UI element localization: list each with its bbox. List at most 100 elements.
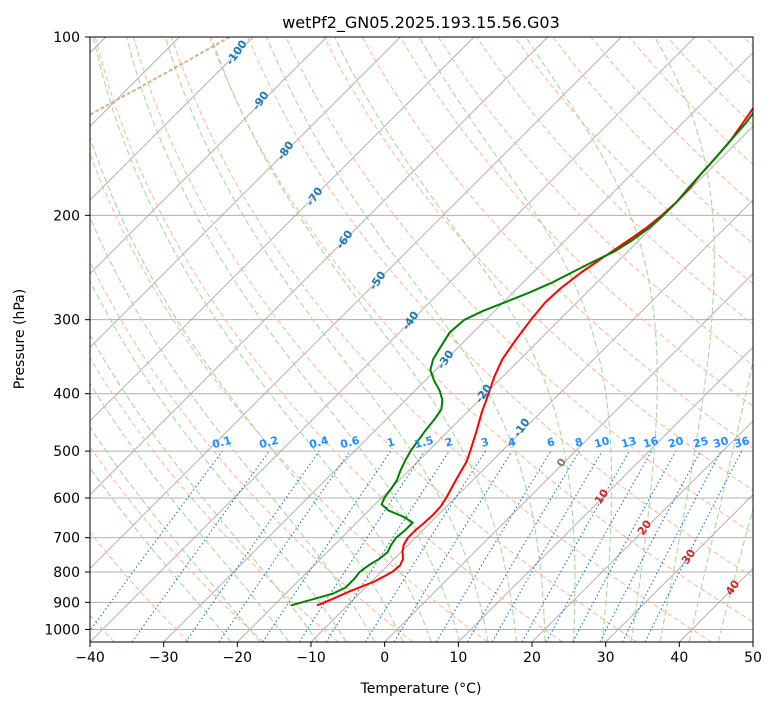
mixing-ratio-label: 8: [573, 435, 584, 450]
moist-adiabat: [90, 467, 232, 642]
mixing-ratio-label: 10: [593, 434, 611, 451]
mixing-ratio-label: 16: [642, 434, 660, 451]
mixing-ratio-line: [218, 450, 351, 642]
y-tick-label: 100: [53, 30, 80, 46]
mixing-ratio-label: 3: [479, 435, 490, 450]
axes: −40 −30 −20 −10 0 10 20 30 40 5010020030040050060…: [44, 30, 762, 666]
dry-adiabat: [590, 37, 753, 205]
isotherm-gridline: [237, 125, 753, 642]
dry-adiabat: [476, 37, 753, 325]
plot-frame: [89, 36, 754, 643]
dry-adiabat: [514, 37, 753, 285]
mixing-ratio-label: 2: [443, 435, 454, 450]
mixing-ratio-line: [435, 450, 552, 642]
x-tick-label: −20: [223, 650, 253, 666]
mixing-ratio-label: 4: [506, 435, 517, 450]
moist-adiabat: [164, 37, 489, 642]
mixing-ratio-label: 30: [712, 434, 730, 451]
isotherm-gridline: [310, 199, 753, 642]
mixing-ratio-line: [521, 450, 630, 642]
mixing-ratio-label: 1: [385, 435, 396, 450]
mixing-ratio-label: 0.2: [258, 434, 280, 452]
dry-adiabat: [361, 37, 753, 449]
dry-adiabat: [285, 37, 753, 535]
mixing-ratio-label: 1.5: [413, 434, 435, 452]
dry-adiabat: [90, 152, 488, 642]
isotherm-gridline: [90, 37, 401, 348]
mixing-ratio-line: [298, 450, 425, 642]
moist-adiabat: [418, 37, 613, 642]
isotherm-gridline: [90, 37, 696, 642]
x-tick-label: 50: [744, 650, 762, 666]
dry-adiabat-label: 10: [592, 486, 612, 506]
y-tick-label: 800: [53, 565, 80, 581]
mixing-ratio-line: [262, 450, 392, 642]
isotherm-gridline: [605, 494, 753, 642]
moist-adiabat: [126, 37, 461, 642]
dewpoint-trace: [290, 111, 753, 607]
dry-adiabat-label: -90: [250, 89, 272, 113]
x-axis-label: Temperature (°C): [360, 681, 482, 697]
dry-adiabat-label: -100: [223, 37, 250, 67]
dry-adiabat: [90, 531, 190, 642]
y-tick-label: 500: [53, 444, 80, 460]
dry-adiabat: [209, 37, 753, 623]
dry-adiabat-label: 30: [679, 546, 699, 566]
isotherm-gridline: [458, 346, 753, 642]
mixing-ratio-line: [131, 450, 270, 642]
mixing-ratio-line: [545, 450, 653, 642]
x-tick-label: −30: [149, 650, 179, 666]
x-tick-label: −40: [75, 650, 105, 666]
y-tick-label: 600: [53, 491, 80, 507]
x-tick-label: −10: [296, 650, 326, 666]
moist-adiabat: [717, 506, 753, 642]
mixing-ratio-label: 36: [733, 434, 751, 451]
mixing-ratio-label: 0.6: [339, 434, 362, 452]
dry-adiabat: [90, 356, 339, 642]
mixing-ratio-line: [90, 450, 223, 632]
moist-adiabat: [334, 37, 576, 642]
dry-adiabat: [323, 37, 753, 492]
mixing-ratio-line: [325, 450, 450, 642]
dry-adiabat: [437, 37, 753, 366]
isotherm-gridline: [90, 37, 622, 569]
moist-adiabat: [90, 334, 319, 642]
dry-adiabat: [132, 37, 638, 642]
x-tick-label: 20: [523, 650, 541, 666]
isotherm-gridline: [163, 52, 753, 642]
y-tick-label: 900: [53, 595, 80, 611]
mixing-ratio-label: 0.1: [211, 434, 233, 452]
mixing-ratio-label: 6: [545, 435, 556, 450]
isotherm-gridline: [384, 273, 753, 642]
mixing-ratio-line: [393, 450, 513, 642]
isotherm-gridline: [531, 420, 753, 642]
mixing-ratio-label: 25: [692, 434, 710, 451]
mixing-ratio-line: [599, 450, 702, 642]
moist-adiabat: [90, 135, 404, 642]
dry-adiabat-label: 40: [723, 577, 743, 597]
x-tick-label: 30: [597, 650, 615, 666]
mixing-ratio-line: [185, 450, 320, 642]
y-tick-label: 200: [53, 208, 80, 224]
x-tick-label: 40: [670, 650, 688, 666]
y-tick-label: 400: [53, 387, 80, 403]
moist-adiabat: [525, 37, 658, 642]
y-axis-label: Pressure (hPa): [12, 289, 28, 389]
mixing-ratio-line: [621, 450, 722, 642]
y-tick-label: 1000: [44, 622, 80, 638]
plot-area: -100-90-80-70-60-50-40-30-20-10010203040…: [90, 37, 753, 642]
mixing-ratio-label: 20: [667, 434, 685, 451]
y-tick-label: 700: [53, 531, 80, 547]
isotherm-gridline: [752, 641, 753, 642]
dry-adiabat: [399, 37, 753, 407]
dry-adiabat: [90, 446, 264, 642]
moist-adiabat: [654, 37, 715, 642]
moist-adiabat: [90, 382, 290, 642]
dry-adiabat: [247, 37, 753, 578]
dry-adiabat-label: 20: [635, 517, 655, 537]
dry-adiabat: [94, 37, 563, 642]
x-tick-label: 0: [380, 650, 389, 666]
moist-adiabat: [90, 426, 261, 642]
dry-adiabat: [90, 260, 414, 642]
